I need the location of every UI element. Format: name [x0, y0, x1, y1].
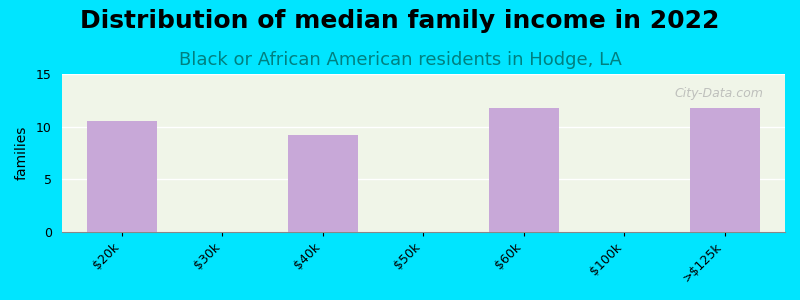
Bar: [489, 108, 559, 232]
Text: Black or African American residents in Hodge, LA: Black or African American residents in H…: [178, 51, 622, 69]
Bar: [690, 108, 760, 232]
Y-axis label: families: families: [15, 126, 29, 180]
Text: Distribution of median family income in 2022: Distribution of median family income in …: [80, 9, 720, 33]
Bar: [288, 135, 358, 232]
Bar: [86, 121, 157, 232]
Text: City-Data.com: City-Data.com: [674, 87, 763, 100]
